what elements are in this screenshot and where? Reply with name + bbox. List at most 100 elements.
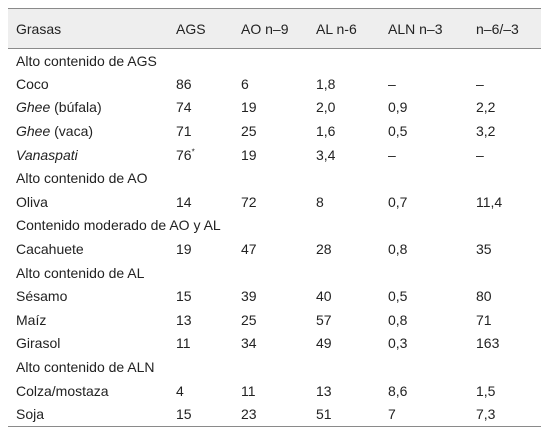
value-text: 71 [176, 123, 192, 140]
value-ags: 86 [168, 72, 233, 96]
fat-name-suffix: (búfala) [50, 99, 102, 116]
value-text: 11,4 [476, 193, 503, 210]
value-al-n6: 2,0 [308, 96, 380, 120]
value-ratio: – [468, 143, 541, 167]
value-text: 3,2 [476, 123, 496, 140]
table-row: Sésamo 15 39 40 0,5 80 [8, 284, 541, 308]
value-text: 39 [241, 288, 257, 305]
value-al-n6: 3,4 [308, 143, 380, 167]
fat-name-cell: Sésamo [8, 284, 168, 308]
value-aln-n3: 0,7 [380, 190, 468, 214]
value-text: – [476, 146, 484, 163]
value-text: 19 [241, 146, 257, 163]
value-text: 2,0 [316, 99, 336, 116]
fat-name-italic: Vanaspati [16, 146, 78, 163]
value-text: 74 [176, 99, 192, 116]
value-ratio: 3,2 [468, 119, 541, 143]
fat-name-italic: Ghee [16, 99, 51, 116]
value-ags: 71 [168, 119, 233, 143]
value-aln-n3: 0,5 [380, 119, 468, 143]
value-ao-n9: 11 [233, 379, 308, 403]
value-text: 0,5 [388, 123, 408, 140]
value-aln-n3: 0,9 [380, 96, 468, 120]
value-ao-n9: 72 [233, 190, 308, 214]
table-row: Cacahuete 19 47 28 0,8 35 [8, 237, 541, 261]
value-ags: 76* [168, 143, 233, 167]
fat-name-cell: Maíz [8, 308, 168, 332]
table-row: Coco 86 6 1,8 – – [8, 72, 541, 96]
fat-name: Sésamo [16, 288, 68, 305]
value-aln-n3: – [380, 72, 468, 96]
value-text: – [476, 75, 484, 92]
value-text: 11 [241, 382, 256, 399]
fat-name-italic: Ghee [16, 123, 51, 140]
value-ags: 11 [168, 332, 233, 356]
header-row: Grasas AGS AO n–9 AL n-6 ALN n–3 n–6/–3 [8, 8, 541, 49]
fat-name: Coco [16, 75, 49, 92]
value-ags: 19 [168, 237, 233, 261]
value-text: 76 [176, 146, 192, 163]
section-row: Alto contenido de AO [8, 166, 541, 190]
value-aln-n3: – [380, 143, 468, 167]
value-al-n6: 49 [308, 332, 380, 356]
value-ratio: 71 [468, 308, 541, 332]
fat-name-cell: Coco [8, 72, 168, 96]
value-text: 1,5 [476, 382, 496, 399]
value-text: 86 [176, 75, 192, 92]
fat-name-cell: Ghee (vaca) [8, 119, 168, 143]
value-ao-n9: 19 [233, 143, 308, 167]
value-aln-n3: 8,6 [380, 379, 468, 403]
value-text: 0,8 [388, 311, 408, 328]
value-ags: 4 [168, 379, 233, 403]
fat-name-suffix: (vaca) [50, 123, 94, 140]
section-row: Alto contenido de ALN [8, 355, 541, 379]
value-ags: 13 [168, 308, 233, 332]
value-al-n6: 1,6 [308, 119, 380, 143]
value-ratio: 80 [468, 284, 541, 308]
fat-name: Cacahuete [16, 241, 84, 258]
fat-name: Colza/mostaza [16, 382, 109, 399]
header-ags: AGS [176, 20, 206, 37]
value-text: 0,3 [388, 335, 408, 352]
value-text: 8,6 [388, 382, 408, 399]
section-row: Contenido moderado de AO y AL [8, 214, 541, 238]
value-text: 7 [388, 405, 396, 422]
value-text: 57 [316, 311, 332, 328]
value-al-n6: 1,8 [308, 72, 380, 96]
fat-name: Maíz [16, 311, 47, 328]
value-ao-n9: 39 [233, 284, 308, 308]
fat-name-cell: Vanaspati [8, 143, 168, 167]
value-ratio: 163 [468, 332, 541, 356]
value-ao-n9: 47 [233, 237, 308, 261]
value-text: 4 [176, 382, 184, 399]
value-al-n6: 28 [308, 237, 380, 261]
footnote-marker: * [191, 147, 195, 157]
value-text: 35 [476, 241, 492, 258]
table-row: Maíz 13 25 57 0,8 71 [8, 308, 541, 332]
header-ratio: n–6/–3 [476, 20, 519, 37]
table-row: Girasol 11 34 49 0,3 163 [8, 332, 541, 356]
table-row: Ghee (búfala) 74 19 2,0 0,9 2,2 [8, 96, 541, 120]
section-title: Alto contenido de ALN [16, 359, 155, 376]
section-title: Alto contenido de AGS [16, 52, 157, 69]
value-al-n6: 51 [308, 402, 380, 426]
value-text: 80 [476, 288, 492, 305]
value-text: 47 [241, 241, 257, 258]
value-ratio: – [468, 72, 541, 96]
value-text: 163 [476, 335, 500, 352]
fat-name-cell: Girasol [8, 332, 168, 356]
value-text: 1,6 [316, 123, 336, 140]
value-ao-n9: 23 [233, 402, 308, 426]
value-ratio: 7,3 [468, 402, 541, 426]
value-ao-n9: 19 [233, 96, 308, 120]
table-row: Oliva 14 72 8 0,7 11,4 [8, 190, 541, 214]
fat-name-cell: Oliva [8, 190, 168, 214]
value-text: 40 [316, 288, 332, 305]
value-ratio: 11,4 [468, 190, 541, 214]
value-aln-n3: 0,8 [380, 308, 468, 332]
table-header: Grasas AGS AO n–9 AL n-6 ALN n–3 n–6/–3 [8, 8, 541, 49]
value-ratio: 35 [468, 237, 541, 261]
value-ags: 14 [168, 190, 233, 214]
value-text: 14 [176, 193, 192, 210]
fat-name-cell: Ghee (búfala) [8, 96, 168, 120]
